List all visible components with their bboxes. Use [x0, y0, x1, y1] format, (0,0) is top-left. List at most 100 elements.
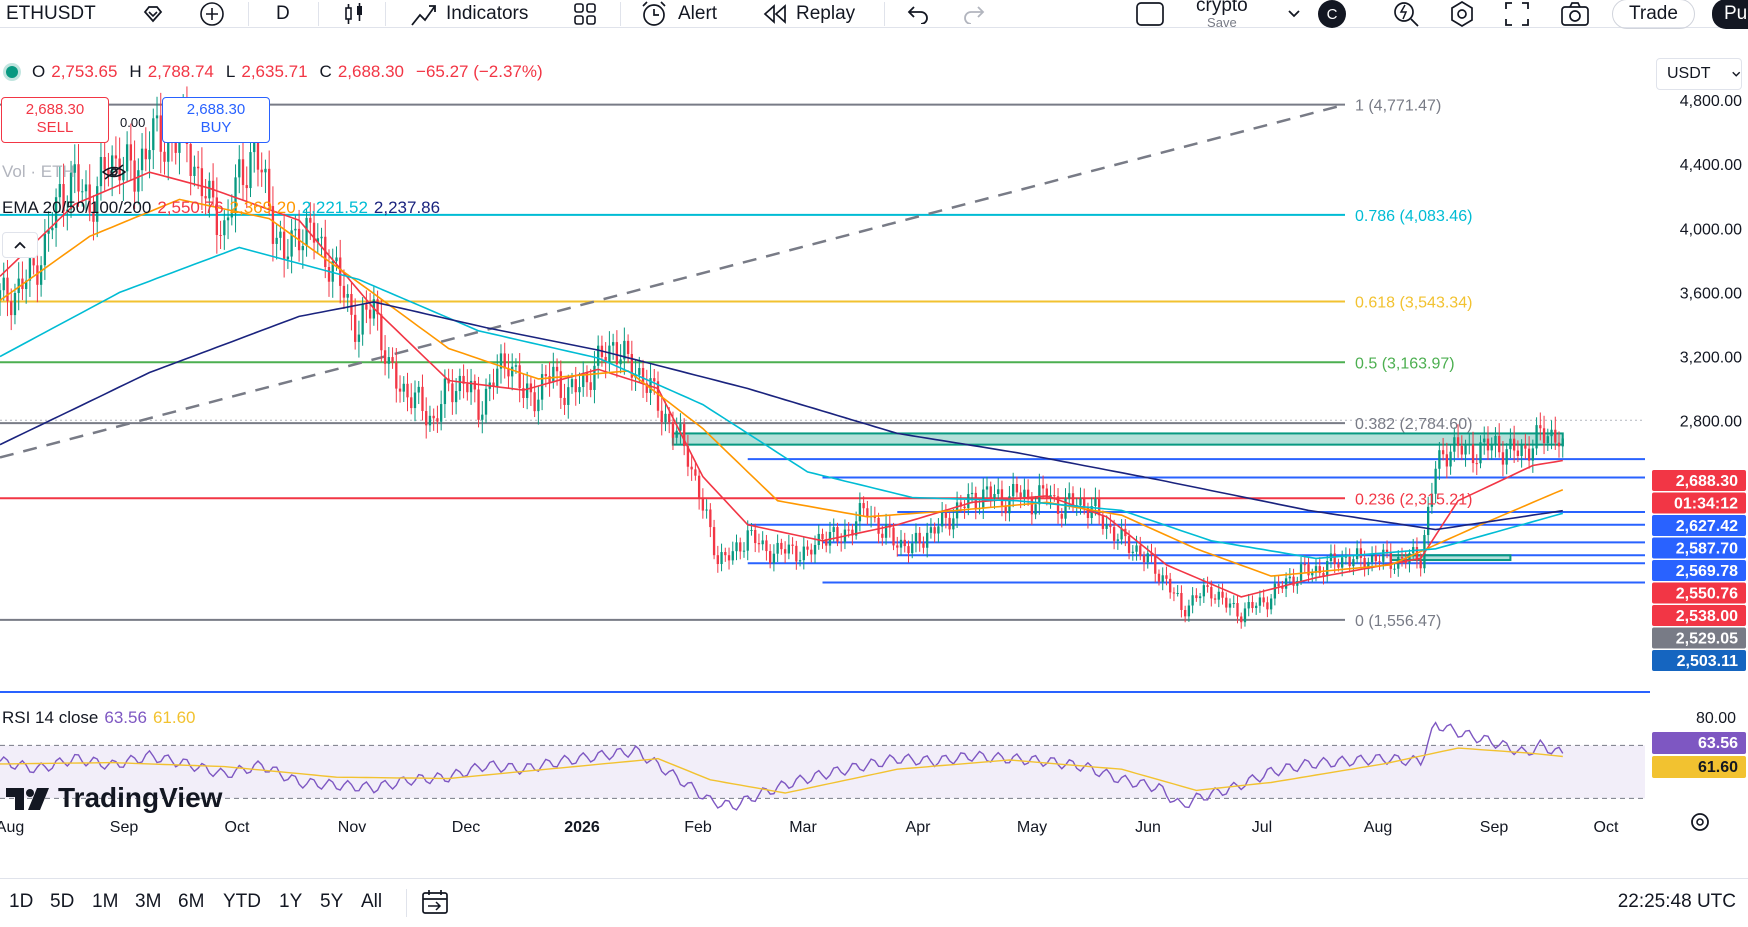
candle-body [36, 265, 39, 285]
fib-level-label: 1 (4,771.47) [1355, 98, 1441, 115]
candle-body [451, 383, 454, 403]
candle-body [1191, 595, 1194, 606]
layout-save[interactable]: crypto Save [1196, 0, 1248, 30]
candles-icon[interactable] [342, 0, 366, 28]
candle-body [1195, 595, 1198, 599]
candle-body [746, 530, 749, 551]
fullscreen-icon[interactable] [1504, 0, 1530, 28]
date-range-calendar-icon[interactable] [420, 889, 450, 922]
candle-body [750, 529, 753, 531]
candle-body [144, 148, 147, 160]
candle-body [1008, 496, 1011, 514]
candle-body [0, 290, 2, 299]
candle-body [1169, 578, 1172, 593]
layout-chevron-down-icon[interactable] [1286, 0, 1302, 28]
candle-body [761, 540, 764, 545]
range-all[interactable]: All [361, 891, 383, 912]
interval-button[interactable]: D [276, 3, 290, 24]
candle-body [1015, 484, 1019, 493]
time-tick-label: Dec [452, 819, 480, 836]
candle-body [1385, 549, 1389, 553]
candle-body [1400, 557, 1404, 559]
candle-body [189, 143, 192, 176]
candle-body [2, 277, 5, 291]
candle-body [69, 172, 73, 210]
collapse-legend-button[interactable] [2, 232, 38, 258]
publish-button[interactable]: Pu [1712, 0, 1748, 29]
ema-label: EMA 20/50/100/200 [2, 198, 152, 217]
ema100-value: 2,221.52 [301, 198, 368, 217]
sell-label: SELL [36, 119, 74, 136]
candle-body [1445, 454, 1449, 467]
price-tick-label: 3,200.00 [1680, 349, 1742, 366]
range-5y[interactable]: 5Y [320, 891, 344, 912]
candle-body [1198, 596, 1202, 599]
price-tick-label: 2,800.00 [1680, 414, 1742, 431]
hidden-eye-icon[interactable] [101, 163, 127, 181]
candle-body [1475, 463, 1478, 465]
range-5d[interactable]: 5D [50, 891, 75, 912]
compare-plus-icon[interactable] [198, 0, 226, 28]
candle-body [1378, 561, 1381, 563]
top-toolbar: ETHUSDT D Indicators Alert Replay crypto [0, 0, 1748, 30]
replay-button[interactable]: Replay [762, 0, 855, 28]
templates-grid-icon[interactable] [572, 0, 598, 28]
ema-legend: EMA 20/50/100/200 2,550.76 2,369.20 2,22… [2, 198, 440, 218]
candle-body [1101, 515, 1105, 529]
range-1y[interactable]: 1Y [279, 891, 303, 912]
candle-body [724, 552, 727, 556]
candle-body [428, 415, 432, 426]
trade-button[interactable]: Trade [1612, 0, 1695, 29]
buy-button[interactable]: 2,688.30 BUY [162, 97, 270, 143]
candle-body [346, 293, 349, 298]
candle-body [821, 533, 824, 540]
candle-body [638, 368, 641, 375]
candle-body [705, 509, 708, 511]
currency-select[interactable]: USDT [1656, 58, 1742, 90]
ema-line [0, 198, 1564, 577]
chevron-down-icon [1731, 71, 1740, 77]
candle-body [417, 386, 420, 393]
candle-body [1045, 488, 1048, 498]
candle-body [473, 380, 476, 390]
quick-search-icon[interactable] [1392, 0, 1420, 28]
range-ytd[interactable]: YTD [223, 891, 261, 912]
candle-body [1034, 504, 1037, 515]
candle-body [911, 543, 914, 554]
alert-button[interactable]: Alert [640, 0, 717, 28]
axis-settings-gear-icon[interactable] [1691, 813, 1709, 831]
redo-icon[interactable] [962, 0, 986, 28]
time-tick-label: Jul [1252, 819, 1272, 836]
range-6m[interactable]: 6M [178, 891, 205, 912]
candle-body [1262, 597, 1265, 603]
candle-body [660, 410, 663, 423]
undo-icon[interactable] [906, 0, 930, 28]
candle-body [858, 503, 862, 522]
candle-body [787, 544, 791, 554]
settings-gear-icon[interactable] [1448, 0, 1476, 28]
symbol-search[interactable]: ETHUSDT [6, 0, 96, 28]
candle-body [1269, 598, 1273, 610]
price-chart[interactable]: 1 (4,771.47) 0.786 (4,083.46) 0.618 (3,543… [0, 28, 1748, 848]
range-1d[interactable]: 1D [9, 891, 34, 912]
layout-square-icon[interactable] [1135, 0, 1165, 28]
rsi-value-badge-label: 63.56 [1698, 735, 1738, 752]
candle-body [548, 376, 551, 383]
candle-body [1355, 548, 1359, 560]
candle-body [1456, 437, 1460, 446]
snapshot-camera-icon[interactable] [1560, 0, 1590, 28]
candle-body [1441, 450, 1445, 455]
candle-body [275, 237, 278, 244]
indicators-button[interactable]: Indicators [410, 0, 528, 28]
rsi-value: 63.56 [104, 708, 147, 727]
fib-level-label: 0.5 (3,163.97) [1355, 355, 1455, 372]
candle-body [1516, 450, 1520, 457]
sell-button[interactable]: 2,688.30 SELL [1, 97, 109, 143]
candle-body [398, 388, 402, 392]
range-3m[interactable]: 3M [135, 891, 162, 912]
range-1m[interactable]: 1M [92, 891, 119, 912]
watch-diamond-icon[interactable] [142, 0, 164, 28]
time-tick-label: May [1017, 819, 1047, 836]
candle-body [608, 345, 611, 364]
avatar[interactable]: C [1318, 0, 1346, 28]
